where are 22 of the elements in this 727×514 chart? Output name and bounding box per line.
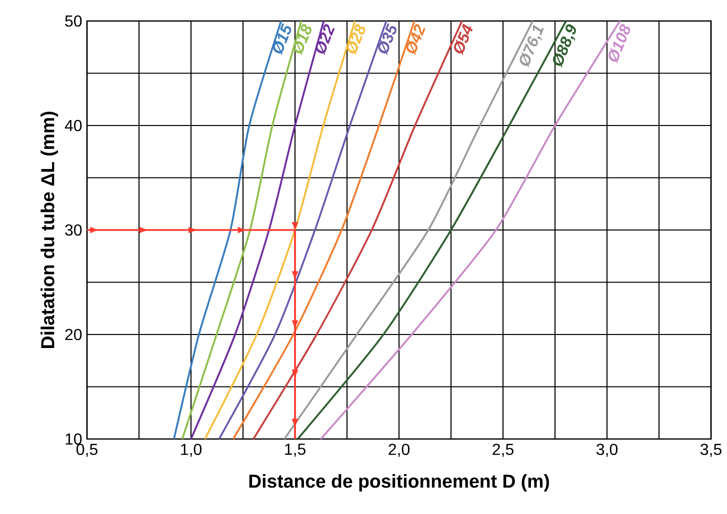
x-tick-label: 0,5 [76, 444, 98, 457]
x-tick-label: 2,5 [492, 444, 514, 457]
text: Ø88,9 [553, 24, 576, 68]
y-tick-label: 40 [64, 120, 82, 132]
x-tick-label: 2,0 [388, 444, 410, 457]
text: Ø35 [378, 23, 396, 56]
text: Ø28 [346, 24, 366, 56]
text: Ø108 [608, 24, 630, 64]
x-tick-label: 1,0 [181, 444, 202, 457]
x-tick-label: 3,0 [596, 444, 618, 457]
text: Ø76,1 [520, 24, 544, 68]
text: Ø15 [273, 23, 292, 56]
text: Ø42 [406, 24, 426, 56]
y-tick-label: 50 [65, 15, 82, 27]
x-axis-title: Distance de positionnement D (m) [249, 474, 549, 492]
y-tick-label: 30 [65, 224, 82, 236]
text: Ø54 [454, 24, 473, 56]
x-tick-label: 1,5 [285, 444, 306, 457]
y-axis-title: Dilatation du tube ΔL (mm) [40, 112, 58, 348]
y-tick-label: 20 [65, 328, 82, 340]
x-tick-label: 3,5 [700, 444, 722, 457]
y-tick-label: 10 [66, 433, 82, 445]
